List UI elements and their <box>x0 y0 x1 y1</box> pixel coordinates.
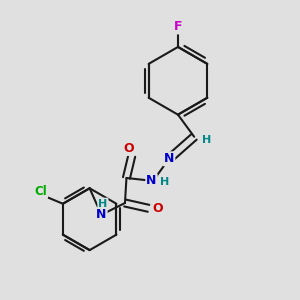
Text: O: O <box>152 202 163 215</box>
Text: H: H <box>98 199 107 208</box>
Text: H: H <box>202 135 211 145</box>
Text: H: H <box>160 177 169 188</box>
Text: F: F <box>174 20 182 33</box>
Text: Cl: Cl <box>34 185 47 198</box>
Text: N: N <box>96 208 106 221</box>
Text: N: N <box>146 174 157 188</box>
Text: O: O <box>124 142 134 155</box>
Text: N: N <box>164 152 174 165</box>
